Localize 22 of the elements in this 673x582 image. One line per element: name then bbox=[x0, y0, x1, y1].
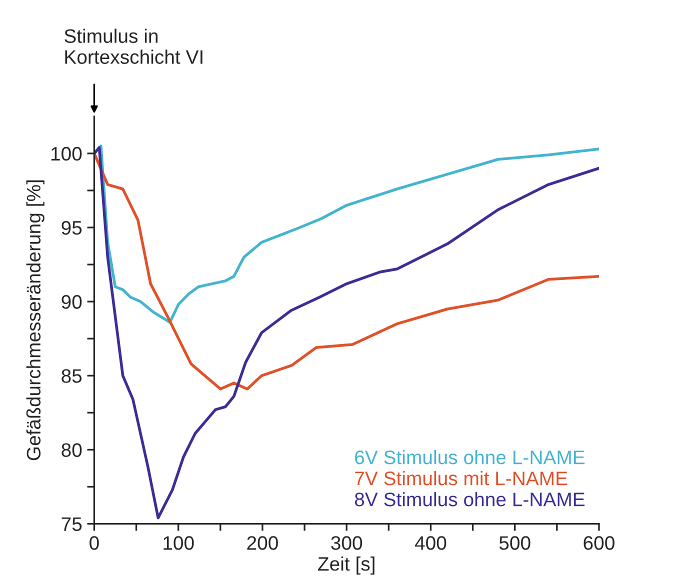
text: Stimulus in Kortexschicht VI bbox=[64, 28, 202, 64]
text: 8V Stimulus ohne L-NAME bbox=[354, 492, 585, 506]
x-tick-label: 600 bbox=[584, 536, 614, 550]
line-series bbox=[94, 144, 599, 324]
x-tick-label: 500 bbox=[499, 536, 530, 550]
text: 6V Stimulus ohne L-NAME bbox=[355, 450, 585, 464]
x-tick-label: 0 bbox=[90, 536, 99, 550]
x-tick-label: 300 bbox=[331, 536, 362, 550]
y-tick-label: 90 bbox=[62, 295, 82, 309]
y-tick-label: 100 bbox=[51, 146, 82, 161]
y-tick-label: 95 bbox=[62, 220, 82, 235]
line-series bbox=[94, 146, 599, 520]
line-series bbox=[94, 152, 599, 390]
x-axis-title: Zeit [s] bbox=[318, 556, 374, 575]
y-axis-title: Gefäßdurchmesseränderung [%] bbox=[26, 180, 44, 460]
text: 7V Stimulus mit L-NAME bbox=[355, 471, 568, 486]
x-tick-label: 400 bbox=[414, 536, 446, 550]
x-tick-label: 200 bbox=[247, 536, 278, 550]
y-tick-label: 85 bbox=[62, 369, 82, 383]
x-tick-label: 100 bbox=[164, 536, 194, 550]
y-tick-label: 75 bbox=[62, 517, 82, 532]
y-tick-label: 80 bbox=[62, 443, 82, 457]
